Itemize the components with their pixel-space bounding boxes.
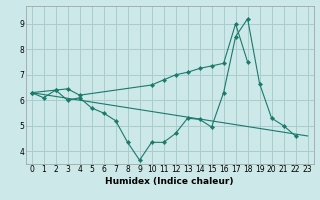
X-axis label: Humidex (Indice chaleur): Humidex (Indice chaleur)	[105, 177, 234, 186]
